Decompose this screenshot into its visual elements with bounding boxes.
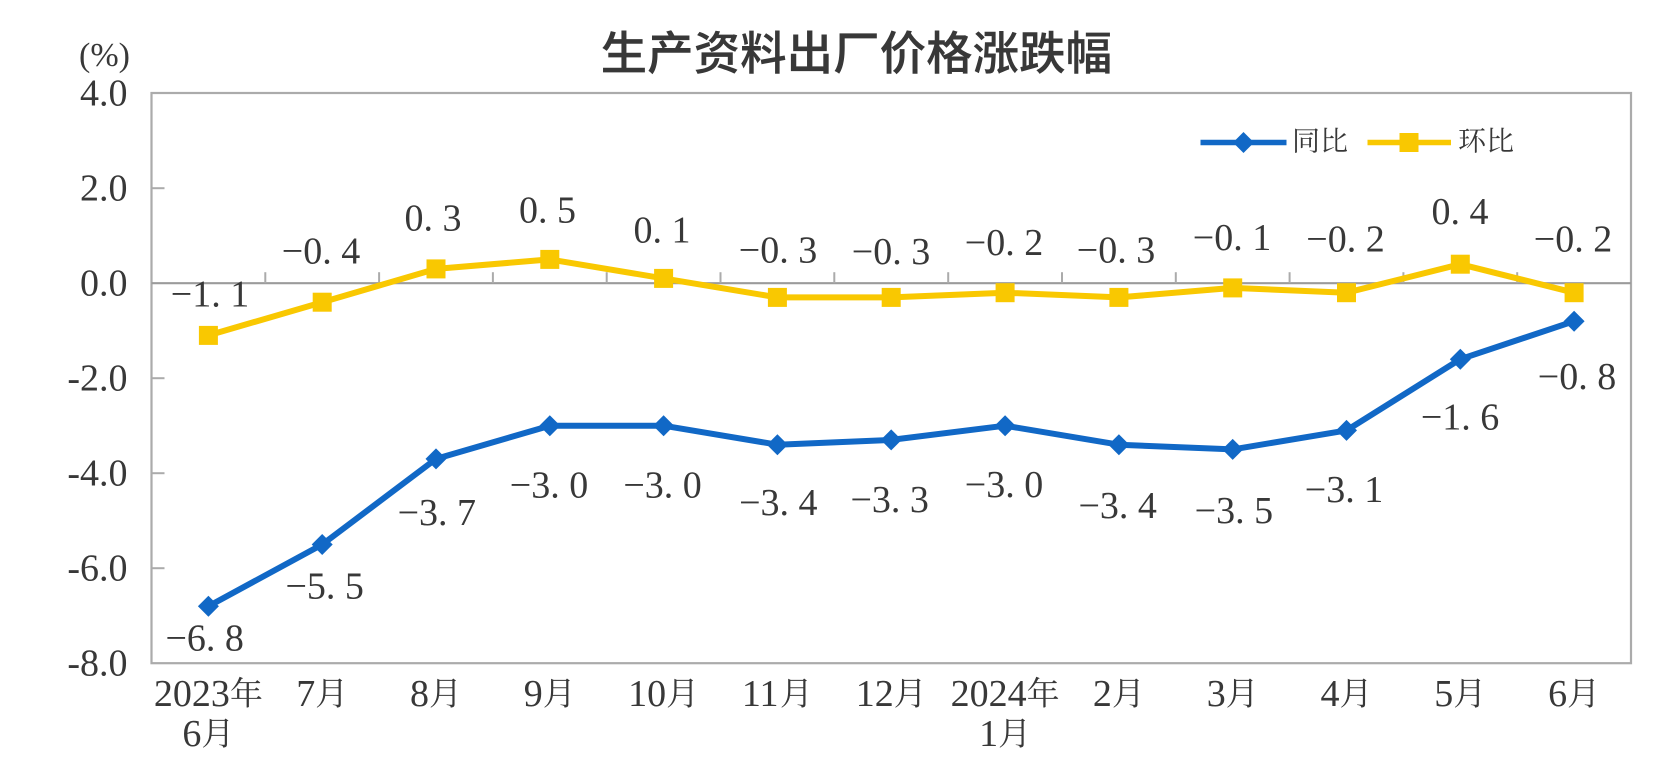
svg-text:6: 6 [1548, 673, 1567, 715]
svg-text:−3. 7: −3. 7 [398, 492, 476, 534]
svg-text:−0. 2: −0. 2 [1306, 218, 1384, 260]
svg-text:2.0: 2.0 [80, 168, 128, 210]
svg-text:0. 5: 0. 5 [519, 190, 576, 232]
svg-text:−3. 4: −3. 4 [739, 482, 817, 524]
svg-text:0. 4: 0. 4 [1432, 191, 1489, 233]
svg-text:0. 1: 0. 1 [634, 210, 691, 252]
svg-text:9: 9 [524, 673, 543, 715]
svg-text:-6.0: -6.0 [67, 548, 127, 590]
svg-text:2023: 2023 [154, 673, 230, 715]
svg-text:2: 2 [1093, 673, 1112, 715]
svg-text:−1. 6: −1. 6 [1421, 397, 1499, 439]
svg-text:−3. 0: −3. 0 [623, 465, 701, 507]
svg-text:−3. 0: −3. 0 [965, 464, 1043, 506]
svg-text:1: 1 [979, 713, 998, 755]
svg-text:−3. 3: −3. 3 [850, 479, 928, 521]
svg-text:2024: 2024 [951, 673, 1027, 715]
svg-text:−0. 2: −0. 2 [965, 222, 1043, 264]
svg-text:−5. 5: −5. 5 [285, 566, 363, 608]
svg-text:−0. 2: −0. 2 [1534, 218, 1612, 260]
svg-text:3: 3 [1207, 673, 1226, 715]
svg-text:11: 11 [742, 673, 779, 715]
svg-text:−0. 4: −0. 4 [282, 231, 360, 273]
svg-text:8: 8 [410, 673, 429, 715]
svg-text:−0. 1: −0. 1 [1193, 217, 1271, 259]
svg-text:−1. 1: −1. 1 [171, 273, 249, 315]
svg-text:6: 6 [182, 713, 201, 755]
svg-text:−3. 5: −3. 5 [1195, 490, 1273, 532]
svg-text:−0. 3: −0. 3 [1077, 230, 1155, 272]
svg-text:−0. 3: −0. 3 [739, 230, 817, 272]
svg-text:7: 7 [296, 673, 315, 715]
svg-text:−0. 8: −0. 8 [1538, 356, 1616, 398]
svg-text:−3. 0: −3. 0 [510, 465, 588, 507]
svg-text:10: 10 [628, 673, 666, 715]
svg-text:-4.0: -4.0 [67, 453, 127, 495]
svg-text:−3. 4: −3. 4 [1078, 485, 1156, 527]
svg-text:−6. 8: −6. 8 [165, 618, 243, 660]
svg-text:12: 12 [856, 673, 894, 715]
svg-text:4.0: 4.0 [80, 73, 128, 115]
svg-text:5: 5 [1434, 673, 1453, 715]
svg-text:0. 3: 0. 3 [405, 198, 462, 240]
svg-text:-2.0: -2.0 [67, 358, 127, 400]
svg-text:4: 4 [1321, 673, 1340, 715]
svg-text:−0. 3: −0. 3 [852, 231, 930, 273]
svg-text:-8.0: -8.0 [67, 643, 127, 685]
svg-text:−3. 1: −3. 1 [1305, 469, 1383, 511]
svg-text:0.0: 0.0 [80, 263, 128, 305]
svg-text:(%): (%) [79, 37, 130, 74]
